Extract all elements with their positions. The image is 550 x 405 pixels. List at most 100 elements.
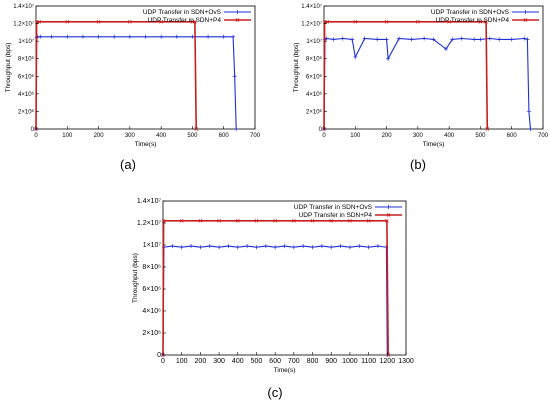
chart-a-x-tick-label: 400: [156, 133, 167, 139]
chart-c-ovs-data-point: [338, 244, 343, 249]
chart-c-ovs-data-point: [301, 244, 306, 249]
chart-c-p4-data-point: [310, 218, 315, 223]
chart-b-y-tick-label: 2×10⁶: [306, 108, 323, 115]
chart-c-y-tick-label: 2×10⁶: [142, 330, 161, 337]
chart-b-ovs-data-point: [331, 37, 336, 42]
chart-a-y-tick-label: 1.2×10⁷: [13, 21, 34, 28]
chart-a-ovs-data-point: [221, 34, 226, 39]
chart-a-ovs-data-point: [232, 74, 237, 79]
chart-b-ovs-data-point: [528, 127, 533, 131]
chart-c-series-layer: [161, 218, 391, 357]
chart-c-p4-data-point: [161, 218, 166, 223]
chart-a-caption: (a): [120, 157, 136, 172]
chart-b-p4-data-point: [353, 19, 358, 24]
chart-a-y-tick-label: 0: [31, 127, 35, 133]
chart-c-x-tick-label: 500: [251, 358, 263, 365]
chart-a: 0 100 200 300 400 500 600 700 0 2×10⁶ 4×10⁶ 6×10⁶ 8×…: [5, 3, 261, 172]
chart-c-caption: (c): [267, 385, 282, 400]
chart-c-ovs-data-point: [217, 245, 222, 250]
chart-b-y-tick-label: 1×10⁷: [306, 38, 322, 45]
chart-c-ovs-data-point: [319, 244, 324, 249]
chart-b-x-tick-label: 600: [507, 133, 518, 139]
chart-b-p4-data-point: [416, 19, 420, 24]
chart-b-caption: (b): [410, 157, 426, 172]
chart-a-ovs-data-point: [159, 34, 164, 39]
chart-a-p4-data-point: [193, 19, 197, 24]
chart-a-ovs-data-point: [112, 34, 117, 39]
chart-a-x-tick-label: 0: [34, 133, 38, 139]
chart-a-y-tick-label: 8×10⁶: [18, 56, 35, 63]
chart-b-ovs-data-point: [353, 54, 358, 59]
chart-b-ovs-data-point: [340, 36, 345, 41]
chart-c-legend-ovs-label: UDP Transfer in SDN+OvS: [294, 204, 373, 211]
chart-c-x-tick-label: 900: [325, 358, 337, 365]
chart-b-x-tick-label: 0: [322, 133, 326, 139]
chart-b-ovs-data-point: [384, 37, 389, 42]
chart-c-ovs-data-point: [170, 244, 175, 249]
chart-c-x-tick-label: 100: [176, 358, 188, 365]
chart-b-ovs-data-point: [350, 37, 355, 42]
chart-a-series-p4-line: [35, 20, 197, 130]
chart-b-ovs-data-point: [422, 36, 427, 41]
chart-b-p4-data-point: [325, 19, 329, 24]
chart-c-y-tick-label: 4×10⁶: [142, 308, 161, 315]
chart-c-ovs-data-point: [254, 245, 259, 250]
chart-b-series-layer: [322, 19, 533, 131]
chart-a-ovs-data-point: [206, 34, 211, 39]
chart-b-y-tick-label: 8×10⁶: [306, 56, 323, 63]
chart-a-ovs-data-point: [234, 127, 239, 131]
chart-a-series-layer: [34, 19, 239, 131]
chart-b-x-tick-label: 500: [475, 133, 486, 139]
chart-a-ovs-data-point: [38, 34, 43, 39]
chart-b-legend: UDP Transfer in SDN+OvS UDP Transfer in …: [431, 9, 539, 24]
chart-b-x-axis-title: Time(s): [423, 141, 445, 148]
chart-c-x-tick-label: 0: [161, 358, 165, 365]
chart-a-p4-data-point: [96, 19, 101, 24]
chart-c-p4-data-point: [273, 218, 278, 223]
chart-c-x-tick-label: 400: [232, 358, 244, 365]
chart-b-p4-data-point: [484, 19, 488, 24]
chart-c-legend-p4-marker: [386, 213, 391, 217]
chart-c-p4-data-point: [179, 218, 184, 223]
chart-b-ovs-data-point: [459, 36, 464, 41]
chart-a-ovs-data-point: [190, 34, 195, 39]
chart-c-ovs-data-point: [226, 244, 231, 249]
chart-c-ovs-data-point: [179, 245, 184, 250]
chart-a-p4-data-point: [159, 19, 163, 24]
chart-b-y-tick-label: 6×10⁶: [306, 73, 323, 80]
chart-b-x-tick-label: 100: [350, 133, 361, 139]
chart-c: 0 100 200 300 400 500 600 700 800 900 1000 1100 1200…: [132, 198, 414, 400]
chart-c-legend-ovs-marker: [386, 205, 391, 209]
chart-b-ticks: 0 100 200 300 400 500 600 700 0 2×10⁶ 4×10⁶ 6×10⁶ 8×…: [301, 3, 548, 139]
chart-b-ovs-data-point: [487, 36, 492, 41]
chart-b-ovs-data-point: [509, 37, 514, 42]
chart-b-x-tick-label: 300: [413, 133, 424, 139]
chart-b-p4-data-point: [485, 127, 490, 131]
chart-b-legend-p4-marker: [523, 18, 528, 22]
chart-c-y-tick-label: 8×10⁶: [142, 264, 161, 271]
chart-c-ovs-data-point: [347, 245, 352, 250]
chart-c-p4-data-point: [329, 218, 334, 223]
chart-b-y-tick-label: 1.4×10⁷: [301, 3, 322, 10]
chart-c-p4-data-point: [291, 218, 296, 223]
chart-c-ovs-data-point: [329, 245, 334, 250]
chart-b-ovs-data-point: [525, 37, 530, 42]
chart-c-p4-data-point: [217, 218, 221, 223]
chart-c-x-tick-label: 1100: [361, 358, 376, 365]
chart-a-ovs-data-point: [143, 34, 148, 39]
chart-c-ovs-data-point: [245, 244, 250, 249]
chart-c-x-tick-label: 1200: [380, 358, 396, 365]
chart-b-y-axis-title: Throughput (bps): [293, 43, 300, 93]
chart-a-y-tick-label: 4×10⁶: [18, 91, 35, 98]
chart-b-y-tick-label: 1.2×10⁷: [301, 21, 322, 28]
chart-c-y-tick-label: 6×10⁶: [142, 286, 161, 293]
chart-b-y-tick-label: 0: [319, 127, 323, 133]
chart-c-x-tick-label: 200: [195, 358, 207, 365]
chart-a-x-tick-label: 600: [219, 133, 230, 139]
chart-a-ovs-data-point: [49, 34, 54, 39]
chart-a-p4-data-point: [37, 19, 41, 24]
chart-c-legend: UDP Transfer in SDN+OvS UDP Transfer in …: [294, 204, 402, 219]
chart-b-x-tick-label: 700: [538, 133, 549, 139]
chart-a-x-tick-label: 200: [94, 133, 105, 139]
